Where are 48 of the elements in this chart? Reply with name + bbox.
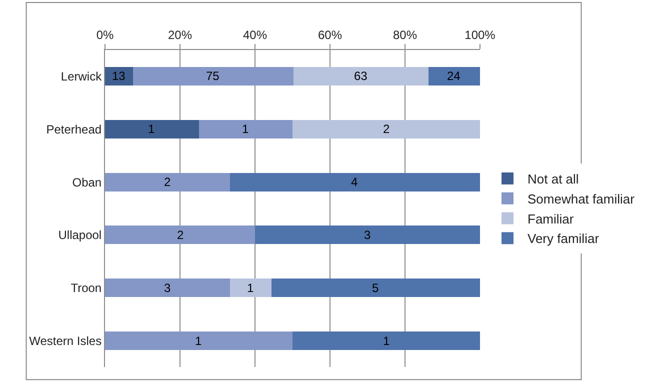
y-tick-label: Lerwick bbox=[60, 70, 103, 84]
bar bbox=[105, 226, 255, 244]
bar bbox=[272, 278, 480, 297]
annotation: 2 bbox=[177, 228, 184, 242]
x-tick-label: 0% bbox=[96, 28, 114, 42]
bar bbox=[105, 331, 292, 350]
legend-label: Somewhat familiar bbox=[528, 191, 636, 206]
bar bbox=[105, 120, 199, 138]
annotation: 3 bbox=[364, 228, 371, 242]
annotation: 1 bbox=[242, 122, 249, 136]
legend-label: Familiar bbox=[528, 211, 574, 226]
annotation: 24 bbox=[447, 69, 461, 83]
annotation: 13 bbox=[112, 69, 126, 83]
x-tick-label: 100% bbox=[464, 28, 496, 42]
annotation: 63 bbox=[354, 69, 368, 83]
legend-label: Not at all bbox=[528, 172, 579, 187]
annotation: 1 bbox=[195, 334, 202, 348]
annotation: 2 bbox=[383, 122, 390, 136]
annotation: 1 bbox=[148, 122, 155, 136]
bar bbox=[105, 67, 133, 86]
bar bbox=[294, 67, 429, 86]
bar bbox=[292, 331, 480, 350]
y-tick-label: Troon bbox=[70, 280, 102, 295]
bar bbox=[292, 120, 480, 138]
annotation: 1 bbox=[247, 281, 254, 295]
y-tick-label: Peterhead bbox=[46, 122, 102, 136]
bar bbox=[428, 67, 480, 86]
annotation: 75 bbox=[206, 69, 220, 83]
bar bbox=[198, 120, 292, 138]
bar bbox=[132, 67, 294, 86]
x-tick-label: 40% bbox=[242, 28, 268, 42]
bar bbox=[105, 172, 230, 192]
x-tick-label: 20% bbox=[168, 28, 192, 42]
y-tick-label: Oban bbox=[72, 175, 102, 190]
annotation: 4 bbox=[351, 175, 358, 189]
legend-label: Very familiar bbox=[528, 231, 600, 246]
annotation: 1 bbox=[383, 334, 390, 348]
x-tick-label: 60% bbox=[318, 28, 342, 42]
x-tick-label: 80% bbox=[392, 28, 418, 42]
bar bbox=[230, 278, 272, 297]
bar bbox=[255, 226, 480, 244]
y-tick-label: Western Isles bbox=[29, 334, 102, 348]
annotation: 2 bbox=[164, 175, 171, 189]
y-tick-label: Ullapool bbox=[58, 228, 102, 242]
bar bbox=[230, 172, 480, 192]
bar bbox=[105, 278, 230, 297]
annotation: 3 bbox=[164, 281, 171, 295]
annotation: 5 bbox=[372, 281, 379, 295]
